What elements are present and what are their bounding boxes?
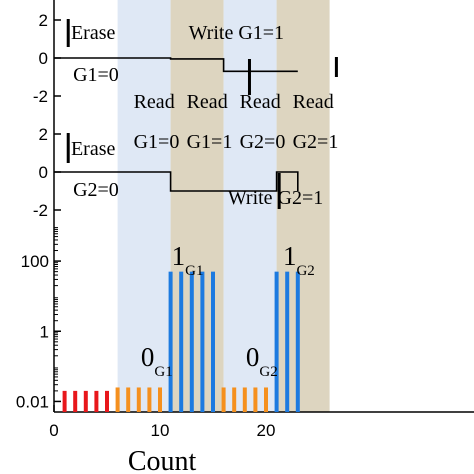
y-tick-label: 0: [39, 49, 48, 68]
state-label: 1G1: [172, 241, 204, 279]
phase-band: [117, 0, 171, 412]
write-pulse-g2: [277, 173, 281, 209]
level-label: G1=0: [73, 64, 119, 86]
state-label: 0G2: [246, 342, 278, 380]
bar: [232, 387, 237, 412]
bar: [62, 390, 67, 412]
phase-read-label: Read: [134, 91, 175, 113]
bar: [295, 271, 300, 412]
state-subscript: G1: [185, 263, 203, 279]
bar: [274, 271, 279, 412]
bar: [126, 387, 131, 412]
phase-state-label: G1=1: [187, 131, 233, 153]
bar: [94, 390, 99, 412]
y-tick-label: 2: [39, 125, 48, 144]
phase-read-label: Read: [187, 91, 228, 113]
bar: [179, 271, 184, 412]
x-tick-label: 0: [49, 421, 58, 440]
state-subscript: G1: [154, 364, 172, 380]
phase-state-label: G2=0: [240, 131, 286, 153]
phase-band: [170, 0, 224, 412]
bar: [136, 387, 141, 412]
write-label: Write G2=1: [228, 187, 323, 209]
bar: [189, 271, 194, 412]
y-tick-label: 0.01: [16, 392, 49, 411]
g2-trace: [54, 171, 299, 192]
state-label: 0G1: [141, 342, 173, 380]
state-value: 1: [172, 241, 186, 271]
bar: [264, 387, 268, 412]
state-label: 1G2: [283, 241, 315, 279]
write-label: Write G1=1: [189, 22, 284, 44]
bar: [211, 271, 215, 412]
read-pulse-g1: [247, 59, 251, 95]
erase-label: Erase: [71, 138, 116, 160]
bar: [105, 390, 109, 412]
state-value: 0: [141, 342, 155, 372]
phase-state-label: G2=1: [293, 131, 339, 153]
state-value: 0: [246, 342, 259, 372]
bar: [253, 387, 258, 412]
state-subscript: G2: [259, 364, 277, 380]
bar: [285, 271, 290, 412]
bar: [242, 387, 247, 412]
y-tick-label: -2: [33, 201, 48, 220]
erase-label: Erase: [71, 22, 116, 44]
erase-pulse-g2: [66, 133, 70, 163]
level-label: G2=0: [73, 179, 119, 201]
phase-state-label: G1=0: [134, 131, 180, 153]
bar: [221, 387, 226, 412]
y-tick-label: 0: [39, 163, 48, 182]
bar: [115, 387, 120, 412]
y-tick-label: 100: [21, 252, 49, 271]
bar: [158, 387, 162, 412]
phase-read-label: Read: [240, 91, 281, 113]
bar: [168, 271, 173, 412]
y-tick-label: 1: [40, 322, 49, 341]
state-subscript: G2: [296, 263, 314, 279]
read-pulse-g1b: [334, 57, 338, 77]
bar: [147, 387, 152, 412]
phase-read-label: Read: [293, 91, 334, 113]
bar: [73, 390, 78, 412]
bar: [83, 390, 88, 412]
x-axis-label: Count: [128, 446, 197, 474]
state-value: 1: [283, 241, 297, 271]
x-tick-label: 10: [151, 421, 170, 440]
y-tick-label: -2: [33, 87, 48, 106]
y-tick-label: 2: [39, 11, 48, 30]
x-tick-label: 20: [257, 421, 276, 440]
g1-trace: [54, 57, 298, 73]
erase-pulse-g1: [66, 19, 70, 47]
bar: [200, 271, 205, 412]
